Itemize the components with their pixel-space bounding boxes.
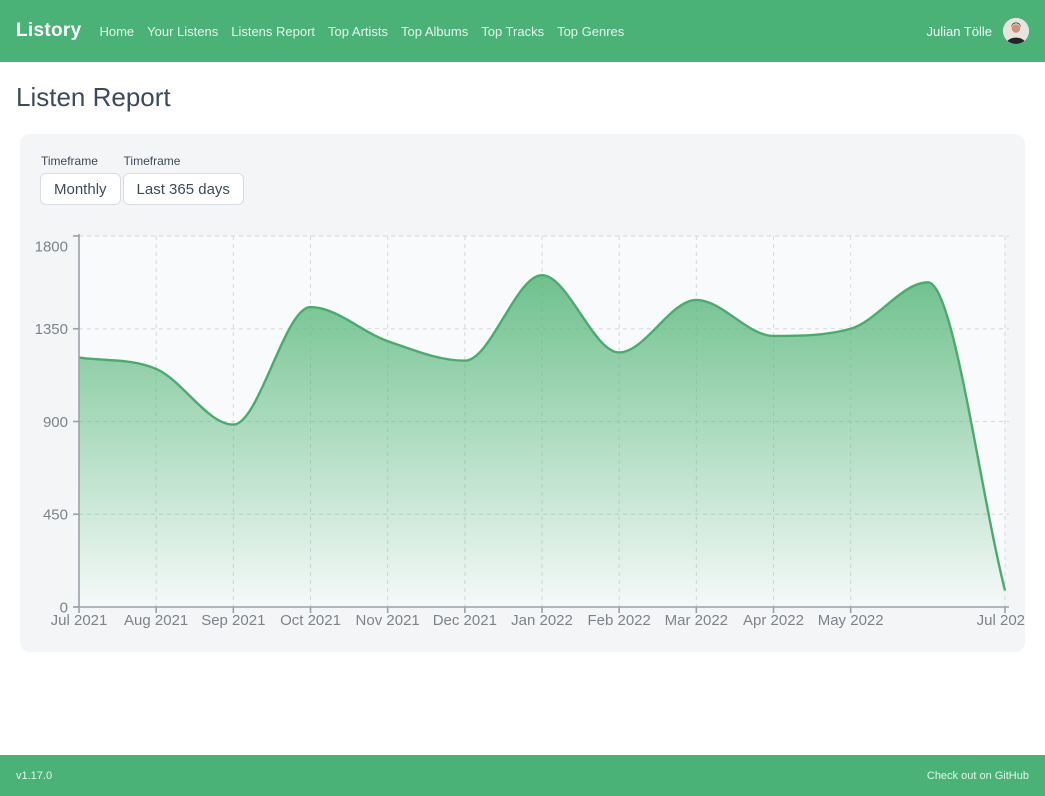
nav-item-top-genres[interactable]: Top Genres: [557, 23, 625, 39]
user-name: Julian Tölle: [926, 23, 992, 39]
y-axis-label: 1350: [35, 321, 68, 338]
navbar-user-area: Julian Tölle: [926, 18, 1029, 44]
nav-item-your-listens[interactable]: Your Listens: [147, 23, 219, 39]
x-axis-label: Jan 2022: [511, 612, 573, 629]
axis-labels: 0 450 900 1350 1800 Jul 2021 Aug 2021 Sep 2021 O…: [35, 238, 1025, 629]
footer: v1.17.0 Check out on GitHub: [0, 755, 1045, 796]
timeframe-range-select[interactable]: Last 365 days: [122, 173, 244, 205]
github-link[interactable]: Check out on GitHub: [926, 769, 1029, 782]
nav-item-top-artists[interactable]: Top Artists: [328, 23, 389, 39]
avatar-photo: [1003, 18, 1029, 44]
timeframe-unit-select[interactable]: Monthly: [40, 173, 121, 205]
x-axis-label: Dec 2021: [433, 612, 497, 629]
x-axis-label: Sep 2021: [201, 612, 265, 629]
y-axis-label: 450: [43, 507, 68, 524]
version-label: v1.17.0: [16, 769, 53, 782]
x-axis-label: Oct 2021: [280, 612, 341, 629]
x-axis-label: Jul 2021: [51, 612, 108, 629]
timeframe-group-range: Timeframe Last 365 days: [122, 154, 244, 205]
x-axis-label: Feb 2022: [587, 612, 650, 629]
report-card: Timeframe Monthly Timeframe Last 365 day…: [20, 134, 1025, 652]
x-axis-label: Apr 2022: [743, 612, 804, 629]
listen-report-chart[interactable]: 0 450 900 1350 1800 Jul 2021 Aug 2021 Sep 2021 O…: [20, 134, 1025, 652]
nav-item-home[interactable]: Home: [99, 23, 135, 39]
y-axis-label: 900: [43, 414, 68, 431]
nav-item-top-tracks[interactable]: Top Tracks: [481, 23, 545, 39]
user-avatar[interactable]: [1003, 18, 1029, 44]
navbar: Listory Home Your Listens Listens Report…: [0, 0, 1045, 62]
area-fill: [79, 275, 1005, 607]
x-axis-label: May 2022: [818, 612, 884, 629]
x-axis-label: Mar 2022: [665, 612, 728, 629]
x-axis-label: Aug 2021: [124, 612, 188, 629]
nav-item-listens-report[interactable]: Listens Report: [231, 23, 316, 39]
axes: [73, 234, 1009, 613]
chart-area: 0 450 900 1350 1800 Jul 2021 Aug 2021 Sep 2021 O…: [20, 134, 1025, 652]
timeframe-label: Timeframe: [123, 154, 181, 168]
nav-links: Home Your Listens Listens Report Top Art…: [99, 24, 624, 39]
timeframe-label: Timeframe: [41, 154, 98, 168]
series-line: [78, 273, 1007, 591]
timeframe-group-unit: Timeframe Monthly: [40, 154, 121, 205]
brand-logo[interactable]: Listory: [16, 20, 82, 41]
y-axis-label: 0: [60, 599, 68, 616]
x-axis-label: Nov 2021: [356, 612, 420, 629]
nav-item-top-albums[interactable]: Top Albums: [401, 23, 469, 39]
x-axis-label: Jul 2022: [977, 612, 1025, 629]
page-title: Listen Report: [16, 82, 171, 112]
y-axis-label: 1800: [35, 238, 68, 255]
timeframe-controls: Timeframe Monthly Timeframe Last 365 day…: [40, 154, 244, 205]
